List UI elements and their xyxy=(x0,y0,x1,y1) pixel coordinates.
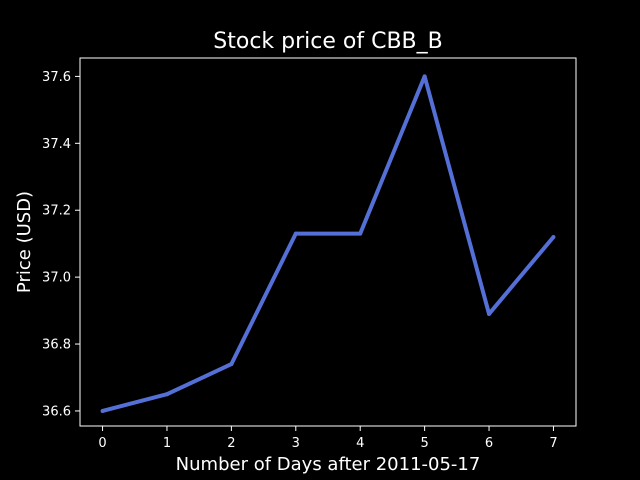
data-point xyxy=(229,362,234,367)
y-tick-label: 36.8 xyxy=(42,338,71,353)
y-tick-label: 36.6 xyxy=(42,404,71,419)
x-tick-label: 0 xyxy=(98,436,106,451)
y-axis-label: Price (USD) xyxy=(14,191,35,293)
y-tick-label: 37.4 xyxy=(42,137,71,152)
x-axis-ticks: 0 1 2 3 4 5 6 7 xyxy=(98,426,558,451)
y-tick-label: 37.2 xyxy=(42,204,71,219)
x-tick-label: 1 xyxy=(163,436,171,451)
data-point xyxy=(293,231,298,236)
y-tick-label: 37.0 xyxy=(42,271,71,286)
data-point xyxy=(358,231,363,236)
data-point xyxy=(487,311,492,316)
x-axis-label: Number of Days after 2011-05-17 xyxy=(176,454,481,475)
chart-title: Stock price of CBB_B xyxy=(213,29,442,54)
price-series-points xyxy=(100,74,556,413)
x-tick-label: 4 xyxy=(356,436,364,451)
x-tick-label: 3 xyxy=(292,436,300,451)
data-point xyxy=(100,408,105,413)
x-tick-label: 2 xyxy=(227,436,235,451)
plot-area-frame xyxy=(79,57,577,427)
data-point xyxy=(551,234,556,239)
data-point xyxy=(164,392,169,397)
x-tick-label: 5 xyxy=(420,436,428,451)
x-tick-label: 6 xyxy=(485,436,493,451)
x-tick-label: 7 xyxy=(549,436,557,451)
price-series-line xyxy=(102,74,555,413)
data-point xyxy=(422,74,427,79)
y-axis-ticks: 36.6 36.8 37.0 37.2 37.4 37.6 xyxy=(42,70,80,419)
y-tick-label: 37.6 xyxy=(42,70,71,85)
